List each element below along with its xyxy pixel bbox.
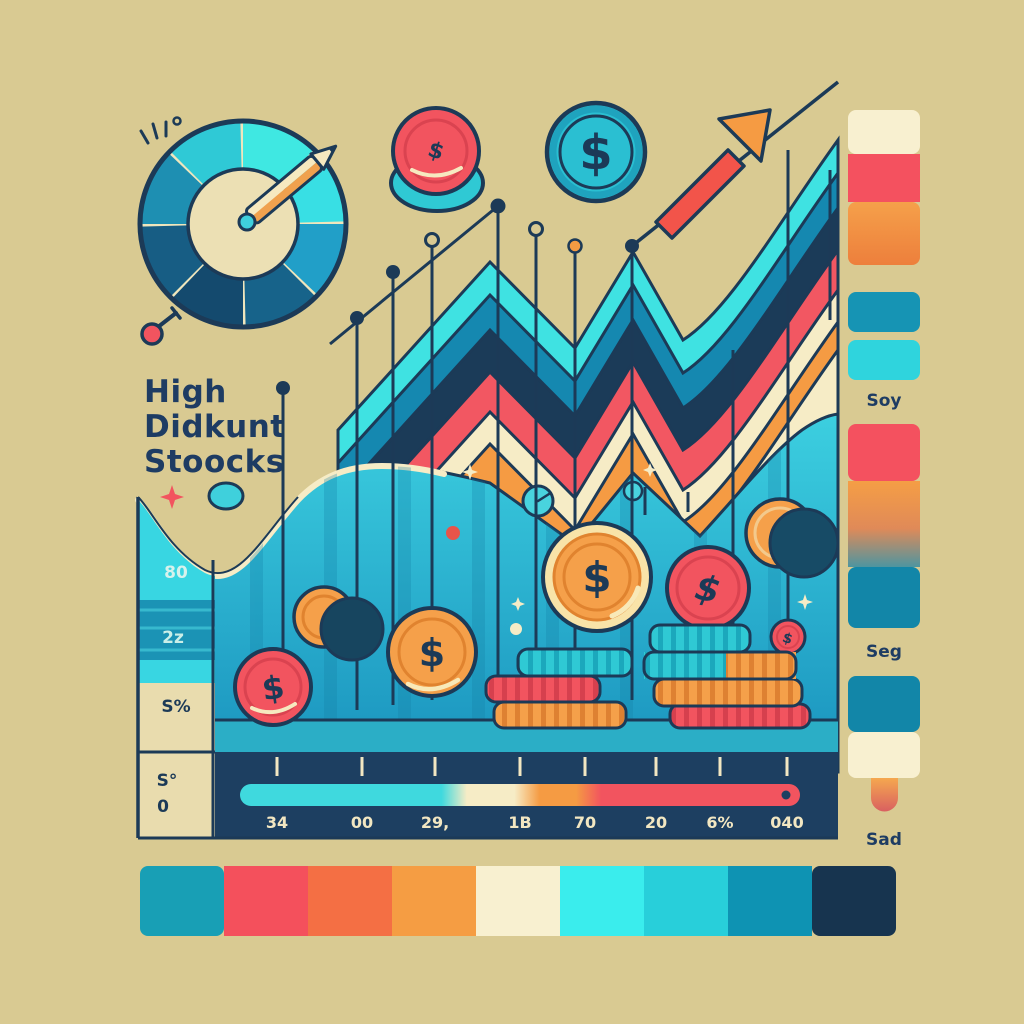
slider-track [240,784,800,806]
palette-segment [476,866,560,936]
swatch-panel: Soy Seg Sad [848,110,920,850]
gauge-seg-1 [140,121,346,327]
tick-label: 70 [574,813,596,832]
tick-label: 00 [351,813,373,832]
tick-label: 6% [706,813,733,832]
palette-bar [140,866,896,936]
pin-dots [276,198,639,395]
teal-ellipse-icon [207,481,245,511]
left-axis-label: 80 [164,563,188,583]
eclipse-coin-icon [744,497,840,579]
palette-segment [140,866,224,936]
stacked-coin-icon: $ [389,106,485,213]
swatch [848,424,920,481]
palette-segment [812,866,896,936]
swatch-label: Sad [866,830,902,850]
gauge-outer-rim [137,118,349,330]
left-footer-label: 0 [157,797,169,817]
gradient-slider: 34 00 29, 1B 70 20 6% 040 [240,757,804,832]
sparkle-marks-icon [139,116,182,145]
red-pin-icon [140,306,182,346]
slider-ticks [275,757,789,776]
area-decorations [446,463,813,653]
tick-label: 1B [508,813,531,832]
gauge-donut [137,118,349,330]
gauge-seg-8 [139,120,346,327]
title-line-3: Stoocks [144,444,285,480]
swatch [848,676,920,732]
slider-end-dot [781,790,791,800]
swatch-group-2 [848,424,920,628]
svg-text:$: $ [259,668,286,709]
swatch-group-1 [848,110,920,265]
swatch-drip-icon [871,778,898,812]
page-title: High Didkunt Stoocks [144,374,286,480]
svg-text:$: $ [425,137,447,166]
coin-stack-right [642,623,812,730]
swatch [848,567,920,628]
title-line-2: Didkunt [144,409,286,445]
swatch [848,481,920,567]
swatch-cyan [848,340,920,380]
gauge-hub-dot [237,212,257,232]
cream-star-icon [797,594,813,610]
cream-star-icon [643,463,657,477]
coral-star-icon [160,485,184,509]
swatch-label: Soy [866,391,901,411]
footer-left-cream [138,722,215,838]
cream-star-icon [511,597,525,611]
left-footer-label: S° [157,771,178,791]
tick-label: 29, [421,813,449,832]
palette-segment [560,866,644,936]
orange-dollar-coin-icon: $ [386,606,478,698]
red-dollar-coin-icon: $ [233,647,313,727]
swatch-teal [848,292,920,332]
svg-text:$: $ [582,553,611,602]
palette-segment [644,866,728,936]
left-axis-label: 2z [162,628,184,648]
tick-label: 34 [266,813,288,832]
swatch-group-3 [848,676,920,812]
svg-text:$: $ [579,125,612,181]
svg-text:$: $ [780,630,794,648]
gauge-seg-7 [140,121,346,327]
tick-label: 20 [645,813,667,832]
wavy-ink-edge [137,496,299,575]
small-red-coin-icon: $ [769,618,807,656]
title-line-1: High [144,374,227,410]
red-dot-icon [446,526,460,540]
left-axis-label: S% [161,697,190,717]
bubble-hand [536,492,551,503]
palette-segment [308,866,392,936]
palette-segment [392,866,476,936]
swatch [848,202,920,265]
red-stylized-dollar-coin-icon: $ [665,545,751,631]
swatch-label: Seg [866,642,902,662]
svg-text:$: $ [419,631,445,675]
swatch [848,732,920,778]
slider-tick-labels: 34 00 29, 1B 70 20 6% 040 [266,813,804,832]
gauge-seg-5 [140,121,346,327]
teal-dollar-coin-icon: $ [544,100,648,204]
big-gold-dollar-coin-icon: $ [541,521,653,633]
palette-segment [224,866,308,936]
gauge-seg-3 [140,121,346,327]
tick-label: 040 [770,813,803,832]
trend-arrow-icon [654,108,772,240]
layered-area-chart: $ $ $ $ [135,80,840,840]
swatch [848,154,920,202]
gauge-seg-4 [139,120,346,327]
swatch [848,110,920,154]
cream-dot-icon [510,623,522,635]
chart-coins: $ $ $ $ [233,497,840,727]
eclipsed-orange-coin-icon [292,585,385,662]
palette-segment [728,866,812,936]
coin-stack-left [484,647,634,730]
cream-star-icon [462,464,478,480]
